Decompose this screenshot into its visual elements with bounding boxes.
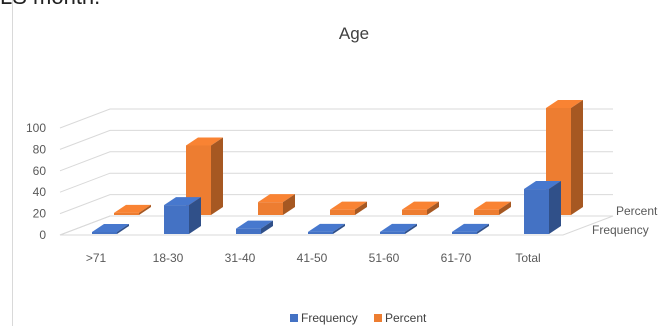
bar-front — [258, 202, 283, 215]
gridline — [59, 215, 613, 236]
bar-frequency-Total — [524, 181, 561, 234]
y-tick-label: 0 — [39, 228, 46, 242]
depth-label: Percent — [616, 204, 658, 218]
x-tick-label: >71 — [86, 251, 107, 265]
legend-swatch — [290, 314, 298, 322]
chart-title: Age — [339, 24, 369, 43]
y-tick-label: 80 — [33, 142, 47, 156]
bar-percent-18-30 — [186, 137, 223, 215]
bar-front — [380, 231, 405, 234]
bar-frequency-51-60 — [380, 223, 417, 234]
y-axis-ticks: 0 20 40 60 80 100 — [26, 121, 46, 242]
bar-side — [571, 100, 583, 215]
bar-front — [92, 232, 117, 234]
bar-percent-31-40 — [258, 194, 295, 215]
bar-top — [402, 201, 439, 210]
bar-percent-41-50 — [330, 201, 367, 215]
bar-front — [114, 212, 139, 215]
bar-front — [402, 209, 427, 215]
x-tick-label: 51-60 — [369, 251, 400, 265]
x-axis-ticks: >71 18-30 31-40 41-50 51-60 61-70 Total — [86, 251, 541, 265]
bar-front — [308, 231, 333, 234]
bar-frequency-61-70 — [452, 223, 489, 234]
bar-percent->71 — [114, 204, 151, 215]
bar-side — [499, 201, 511, 215]
y-tick-label: 40 — [33, 185, 47, 199]
bar-top — [186, 137, 223, 146]
bar-top — [236, 220, 273, 229]
bar-side — [139, 204, 151, 215]
gridline — [59, 172, 613, 193]
gridline — [59, 108, 613, 129]
x-tick-label: Total — [515, 251, 540, 265]
bar-top — [524, 181, 561, 190]
bar-top — [546, 100, 583, 108]
y-tick-label: 100 — [26, 121, 46, 135]
bar-top — [92, 224, 129, 232]
bar-frequency->71 — [92, 224, 129, 234]
gridline — [59, 194, 613, 215]
bar-top — [114, 204, 151, 213]
depth-label: Frequency — [592, 223, 649, 237]
chart-frame — [12, 0, 667, 326]
bar-top — [330, 201, 367, 210]
y-tick-label: 60 — [33, 164, 47, 178]
legend-label: Percent — [385, 311, 427, 325]
bars — [92, 100, 583, 234]
bar-top — [258, 194, 295, 203]
legend-swatch — [374, 314, 382, 322]
bar-top — [308, 223, 345, 232]
bar-side — [427, 201, 439, 215]
bar-front — [524, 189, 549, 234]
bar-side — [261, 220, 273, 234]
bar-top — [164, 197, 201, 206]
bar-frequency-31-40 — [236, 220, 273, 234]
gridline — [59, 129, 613, 150]
bar-top — [474, 201, 511, 210]
bar-front — [330, 209, 355, 215]
legend-label: Frequency — [301, 311, 358, 325]
bar-side — [355, 201, 367, 215]
x-tick-label: 61-70 — [441, 251, 472, 265]
bar-top — [380, 223, 417, 232]
bar-percent-61-70 — [474, 201, 511, 215]
x-tick-label: 31-40 — [225, 251, 256, 265]
bar-front — [236, 228, 261, 234]
bar-side — [189, 197, 201, 234]
bar-side — [333, 223, 345, 234]
gridlines — [59, 108, 614, 236]
bar-side — [405, 223, 417, 234]
bar-front — [474, 209, 499, 215]
bar-side — [549, 181, 561, 234]
bar-front — [164, 205, 189, 234]
gridline — [59, 151, 613, 172]
bar-side — [117, 224, 129, 234]
bar-side — [283, 194, 295, 215]
bar-side — [211, 137, 223, 215]
bar-frequency-18-30 — [164, 197, 201, 234]
legend: Frequency Percent — [290, 311, 427, 325]
bar-side — [477, 223, 489, 234]
bar-percent-51-60 — [402, 201, 439, 215]
header-fragment: LS month. — [0, 0, 100, 10]
x-tick-label: 18-30 — [153, 251, 184, 265]
y-tick-label: 20 — [33, 207, 47, 221]
bar-frequency-41-50 — [308, 223, 345, 234]
x-tick-label: 41-50 — [297, 251, 328, 265]
depth-labels: Percent Frequency — [592, 204, 658, 237]
bar-front — [452, 231, 477, 234]
bar-top — [452, 223, 489, 232]
